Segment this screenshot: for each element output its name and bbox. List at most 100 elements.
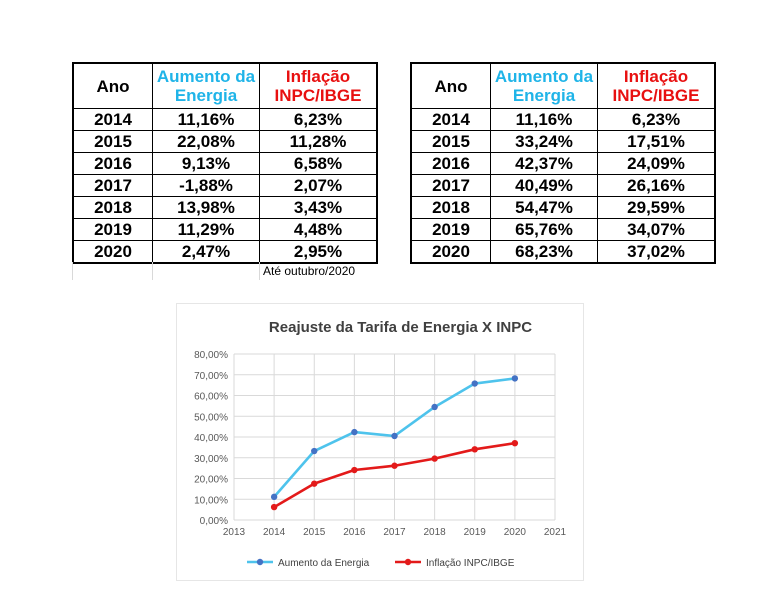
table-note: Até outubro/2020 [263, 264, 356, 278]
table-row: 2019 65,76% 34,07% [410, 218, 716, 241]
y-tick-label: 10,00% [194, 495, 228, 506]
table-row: 2018 54,47% 29,59% [410, 196, 716, 219]
data-point [431, 403, 438, 411]
cell-energy: 33,24% [490, 130, 598, 153]
y-tick-label: 60,00% [194, 392, 228, 403]
y-tick-label: 70,00% [194, 371, 228, 382]
cell-inflation: 2,95% [259, 240, 378, 264]
header-inflation-line2: INPC/IBGE [612, 86, 700, 105]
table-row: 2014 11,16% 6,23% [410, 108, 716, 131]
header-energy-line2: Energia [174, 86, 238, 105]
cell-energy: 11,16% [152, 108, 260, 131]
data-point [311, 447, 318, 455]
sheet-gridline [259, 262, 260, 280]
sheet-gridline [152, 262, 153, 280]
data-point [511, 375, 519, 382]
data-point [351, 466, 358, 474]
header-year: Ano [410, 62, 491, 109]
y-tick-label: 20,00% [194, 475, 228, 486]
data-point [511, 439, 519, 447]
cell-inflation: 37,02% [597, 240, 716, 264]
table-row: 2017 40,49% 26,16% [410, 174, 716, 197]
cell-year: 2020 [72, 240, 153, 264]
cell-inflation: 24,09% [597, 152, 716, 175]
cell-year: 2018 [72, 196, 153, 219]
cell-inflation: 6,23% [259, 108, 378, 131]
legend-label: Aumento da Energia [278, 558, 370, 569]
cell-energy: -1,88% [152, 174, 260, 197]
cell-inflation: 17,51% [597, 130, 716, 153]
sheet-gridline [72, 262, 73, 280]
data-point [471, 380, 478, 387]
cell-energy: 2,47% [152, 240, 260, 264]
cell-year: 2017 [410, 174, 491, 197]
cell-year: 2015 [72, 130, 153, 153]
y-tick-label: 50,00% [194, 412, 228, 423]
x-tick-label: 2017 [383, 527, 406, 538]
table-row: 2017 -1,88% 2,07% [72, 174, 378, 197]
cell-year: 2020 [410, 240, 491, 264]
cell-energy: 40,49% [490, 174, 598, 197]
data-point [471, 446, 478, 453]
table-left: Ano Aumento da Energia Inflação INPC/IBG… [72, 62, 378, 264]
cell-inflation: 3,43% [259, 196, 378, 219]
table-row: 2019 11,29% 4,48% [72, 218, 378, 241]
cell-energy: 11,29% [152, 218, 260, 241]
header-energy-line1: Aumento da [494, 67, 594, 86]
header-inflation-line1: Inflação [623, 67, 689, 86]
header-inflation: Inflação INPC/IBGE [259, 62, 378, 109]
cell-inflation: 29,59% [597, 196, 716, 219]
header-energy: Aumento da Energia [490, 62, 598, 109]
data-point [351, 428, 358, 436]
data-point [431, 455, 438, 462]
cell-energy: 9,13% [152, 152, 260, 175]
x-tick-label: 2019 [464, 527, 487, 538]
cell-inflation: 6,23% [597, 108, 716, 131]
table-row: 2020 68,23% 37,02% [410, 240, 716, 264]
cell-year: 2017 [72, 174, 153, 197]
x-tick-label: 2016 [343, 527, 366, 538]
x-tick-label: 2021 [544, 527, 567, 538]
cell-inflation: 2,07% [259, 174, 378, 197]
legend-label: Inflação INPC/IBGE [426, 558, 515, 569]
cell-year: 2014 [410, 108, 491, 131]
table-row: 2015 22,08% 11,28% [72, 130, 378, 153]
cell-inflation: 11,28% [259, 130, 378, 153]
y-tick-label: 30,00% [194, 454, 228, 465]
x-tick-label: 2014 [263, 527, 286, 538]
cell-year: 2018 [410, 196, 491, 219]
cell-inflation: 34,07% [597, 218, 716, 241]
header-inflation-line2: INPC/IBGE [274, 86, 362, 105]
line-chart: Reajuste da Tarifa de Energia X INPC 0,00… [194, 319, 567, 569]
table-row: 2016 9,13% 6,58% [72, 152, 378, 175]
cell-year: 2015 [410, 130, 491, 153]
cell-year: 2016 [72, 152, 153, 175]
cell-energy: 22,08% [152, 130, 260, 153]
header-inflation-line1: Inflação [285, 67, 351, 86]
header-year: Ano [72, 62, 153, 109]
header-energy: Aumento da Energia [152, 62, 260, 109]
x-tick-label: 2015 [303, 527, 326, 538]
cell-year: 2014 [72, 108, 153, 131]
legend-marker [404, 558, 412, 566]
data-point [270, 503, 278, 511]
table-row: 2014 11,16% 6,23% [72, 108, 378, 131]
data-point [270, 493, 278, 501]
chart-container: Reajuste da Tarifa de Energia X INPC 0,00… [176, 303, 584, 581]
cell-energy: 65,76% [490, 218, 598, 241]
y-tick-label: 40,00% [194, 433, 228, 444]
chart-title: Reajuste da Tarifa de Energia X INPC [269, 319, 532, 336]
cell-year: 2019 [72, 218, 153, 241]
cell-energy: 11,16% [490, 108, 598, 131]
table-row: 2020 2,47% 2,95% [72, 240, 378, 264]
header-energy-line2: Energia [512, 86, 576, 105]
cell-year: 2016 [410, 152, 491, 175]
cell-energy: 68,23% [490, 240, 598, 264]
header-inflation: Inflação INPC/IBGE [597, 62, 716, 109]
data-point [391, 462, 398, 469]
x-tick-label: 2018 [424, 527, 447, 538]
data-point [391, 432, 398, 440]
y-tick-label: 0,00% [200, 516, 228, 527]
x-tick-label: 2013 [223, 527, 246, 538]
table-row: 2016 42,37% 24,09% [410, 152, 716, 175]
